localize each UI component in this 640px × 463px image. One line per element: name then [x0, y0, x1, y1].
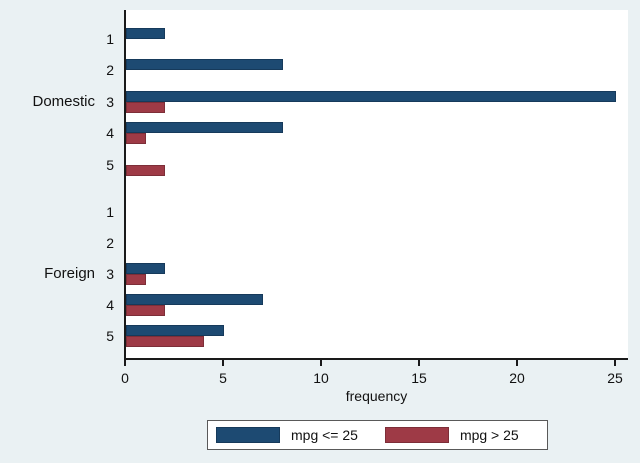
legend-swatch-mpg-gt-25: [384, 427, 449, 443]
bar-mpg-gt-25: [126, 273, 146, 285]
bar-mpg-gt-25: [126, 335, 205, 347]
x-tick-label: 25: [607, 370, 623, 386]
bar-mpg-le-25: [126, 262, 166, 274]
category-label: 3: [106, 93, 114, 110]
category-label: 5: [106, 156, 114, 173]
bar-mpg-le-25: [126, 27, 166, 39]
bar-mpg-le-25: [126, 59, 283, 70]
category-label: 3: [106, 265, 114, 282]
bar-mpg-le-25: [126, 324, 224, 336]
category-label: 2: [106, 234, 114, 251]
bar-mpg-gt-25: [126, 101, 166, 113]
bar-mpg-le-25: [126, 90, 616, 102]
category-label: 2: [106, 62, 114, 78]
category-label: 1: [106, 203, 114, 220]
x-tick: [320, 360, 322, 366]
bar-mpg-le-25: [126, 293, 264, 305]
legend-label-mpg-le-25: mpg <= 25: [291, 427, 358, 443]
x-tick: [222, 360, 224, 366]
bar-mpg-gt-25: [126, 133, 146, 144]
x-tick-label: 20: [509, 370, 525, 386]
x-tick-label: 0: [121, 370, 129, 386]
x-tick-label: 15: [411, 370, 427, 386]
x-tick-label: 5: [219, 370, 227, 386]
x-tick: [516, 360, 518, 366]
category-label: 1: [106, 30, 114, 47]
legend: mpg <= 25 mpg > 25: [207, 420, 548, 450]
y-axis-line: [124, 10, 126, 360]
category-label: 5: [106, 327, 114, 344]
category-label: 4: [106, 296, 114, 313]
category-label: 4: [106, 125, 114, 141]
bar-mpg-gt-25: [126, 164, 166, 176]
group-label-foreign: Foreign: [44, 265, 95, 282]
x-tick-label: 10: [313, 370, 329, 386]
x-tick: [614, 360, 616, 366]
x-tick: [124, 360, 126, 366]
group-label-domestic: Domestic: [32, 93, 95, 110]
legend-swatch-mpg-le-25: [216, 427, 280, 443]
bar-mpg-le-25: [126, 122, 283, 133]
x-axis-line: [124, 358, 628, 360]
x-axis-title: frequency: [345, 388, 408, 404]
x-tick: [418, 360, 420, 366]
legend-label-mpg-gt-25: mpg > 25: [459, 427, 519, 443]
bar-mpg-gt-25: [126, 304, 166, 316]
